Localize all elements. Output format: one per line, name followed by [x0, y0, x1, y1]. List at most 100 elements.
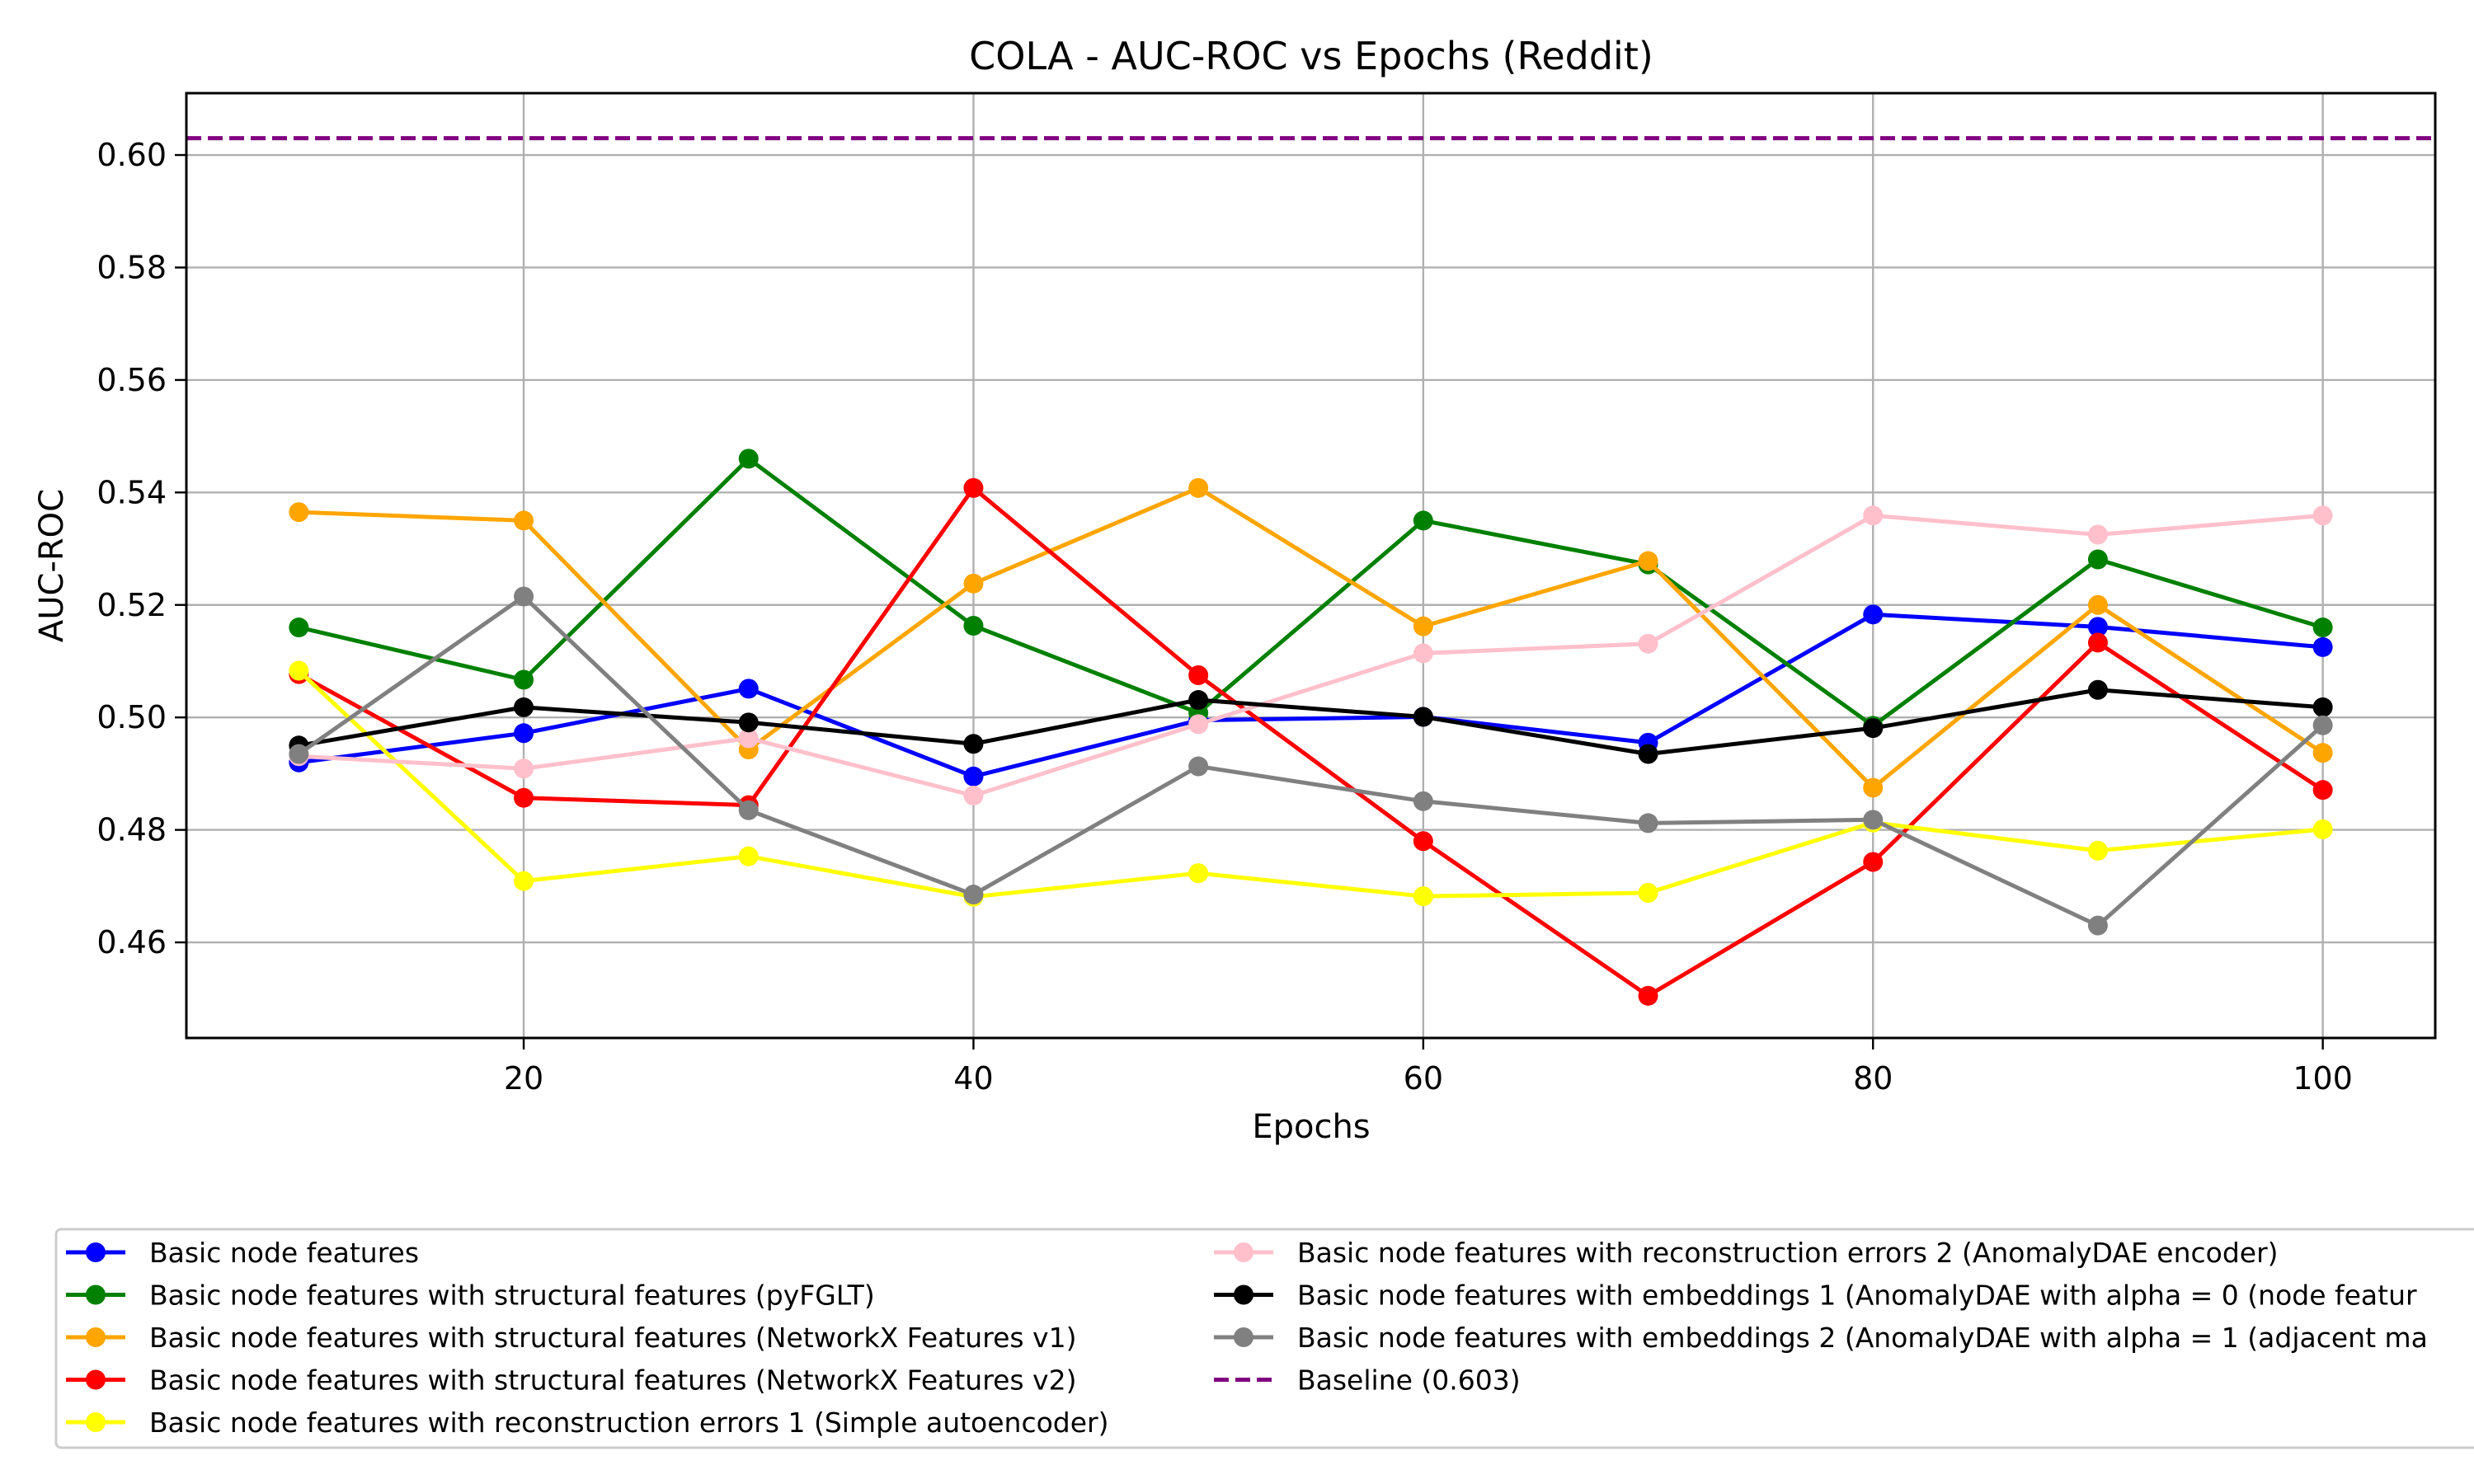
- legend-item: Basic node features: [66, 1237, 419, 1269]
- data-point: [1413, 707, 1433, 727]
- data-point: [738, 846, 759, 866]
- data-point: [2087, 617, 2108, 637]
- y-tick-label: 0.48: [96, 812, 167, 848]
- data-point: [1638, 551, 1658, 571]
- data-point: [963, 785, 984, 805]
- legend-marker: [86, 1327, 106, 1347]
- data-point: [514, 669, 534, 690]
- series-7: [289, 679, 2333, 764]
- data-point: [738, 712, 759, 733]
- data-point: [1413, 643, 1433, 664]
- data-point: [1863, 852, 1884, 872]
- series-line: [299, 612, 2323, 779]
- series-4: [289, 477, 2333, 1006]
- data-point: [1863, 718, 1884, 739]
- data-point: [514, 758, 534, 779]
- legend-marker: [1234, 1242, 1253, 1262]
- data-point: [2087, 549, 2108, 570]
- legend-marker: [1234, 1284, 1253, 1305]
- data-point: [2312, 618, 2333, 638]
- legend-marker: [86, 1242, 106, 1262]
- series-layer: [289, 448, 2333, 1006]
- x-tick-label: 100: [2293, 1060, 2353, 1097]
- series-line: [298, 456, 2324, 728]
- legend-marker: [86, 1412, 106, 1432]
- legend-label: Basic node features with reconstruction …: [1297, 1237, 2279, 1269]
- legend-label: Basic node features with structural feat…: [149, 1322, 1076, 1354]
- legend-item: Basic node features with structural feat…: [66, 1364, 1076, 1397]
- data-point: [1638, 985, 1658, 1006]
- data-point: [1188, 690, 1209, 711]
- y-tick-label: 0.46: [96, 924, 167, 960]
- legend-label: Basic node features with structural feat…: [149, 1364, 1076, 1397]
- legend-item: Basic node features with reconstruction …: [1214, 1237, 2279, 1269]
- series-line: [297, 594, 2325, 928]
- data-point: [1638, 813, 1658, 834]
- series-line: [298, 486, 2325, 998]
- x-tick-label: 80: [1853, 1060, 1893, 1097]
- data-point: [2087, 632, 2108, 653]
- x-tick-label: 20: [504, 1060, 543, 1097]
- series-line: [297, 669, 2323, 899]
- data-point: [738, 800, 759, 820]
- data-point: [289, 618, 309, 638]
- data-point: [1863, 810, 1884, 830]
- legend-item: Basic node features with structural feat…: [66, 1322, 1076, 1354]
- data-point: [1863, 505, 1884, 526]
- data-point: [2087, 840, 2108, 861]
- legend-marker: [1234, 1327, 1253, 1347]
- data-point: [1638, 883, 1658, 904]
- data-point: [1413, 791, 1433, 811]
- grid-lines: [186, 93, 2435, 1038]
- series-8: [289, 586, 2333, 936]
- data-point: [963, 477, 984, 498]
- data-point: [2087, 915, 2108, 936]
- legend-item: Basic node features with embeddings 2 (A…: [1214, 1322, 2428, 1354]
- legend-label: Basic node features with structural feat…: [149, 1280, 875, 1312]
- data-point: [738, 728, 759, 749]
- series-line: [298, 688, 2323, 756]
- data-point: [514, 697, 534, 717]
- legend-marker: [86, 1284, 106, 1305]
- data-point: [289, 744, 309, 764]
- data-point: [2312, 780, 2333, 801]
- legend-label: Basic node features with reconstruction …: [149, 1407, 1109, 1439]
- y-axis-title: AUC-ROC: [33, 489, 71, 642]
- data-point: [514, 787, 534, 808]
- y-tick-label: 0.50: [96, 699, 167, 735]
- y-axis-ticks: 0.46 0.48 0.50 0.52 0.54 0.56 0.58 0.60: [96, 137, 186, 960]
- data-point: [1188, 756, 1209, 777]
- series-line: [299, 486, 2325, 790]
- data-point: [289, 660, 309, 681]
- data-point: [514, 871, 534, 891]
- data-point: [514, 723, 534, 744]
- data-point: [514, 510, 534, 531]
- legend-label: Baseline (0.603): [1297, 1364, 1521, 1397]
- data-point: [738, 679, 759, 699]
- legend-item: Baseline (0.603): [1214, 1364, 1521, 1397]
- data-point: [963, 573, 984, 594]
- y-tick-label: 0.52: [96, 587, 167, 623]
- data-point: [1638, 744, 1658, 764]
- data-point: [1863, 777, 1884, 798]
- data-point: [963, 885, 984, 905]
- data-point: [1863, 604, 1884, 625]
- data-point: [1188, 714, 1209, 735]
- data-point: [2312, 697, 2333, 717]
- data-point: [963, 766, 984, 787]
- legend-item: Basic node features with reconstruction …: [66, 1407, 1109, 1439]
- data-point: [963, 734, 984, 754]
- y-tick-label: 0.54: [96, 474, 167, 510]
- data-point: [2312, 636, 2333, 657]
- legend-marker: [86, 1369, 106, 1390]
- legend-label: Basic node features with embeddings 1 (A…: [1297, 1280, 2417, 1312]
- data-point: [2312, 505, 2333, 526]
- data-point: [2312, 743, 2333, 763]
- plot-area-frame: [185, 92, 2437, 1040]
- legend: Basic node features Basic node features w…: [54, 1228, 2474, 1449]
- data-point: [2087, 679, 2108, 700]
- y-tick-label: 0.56: [96, 362, 167, 398]
- x-tick-label: 40: [953, 1060, 993, 1097]
- y-tick-label: 0.58: [96, 249, 167, 285]
